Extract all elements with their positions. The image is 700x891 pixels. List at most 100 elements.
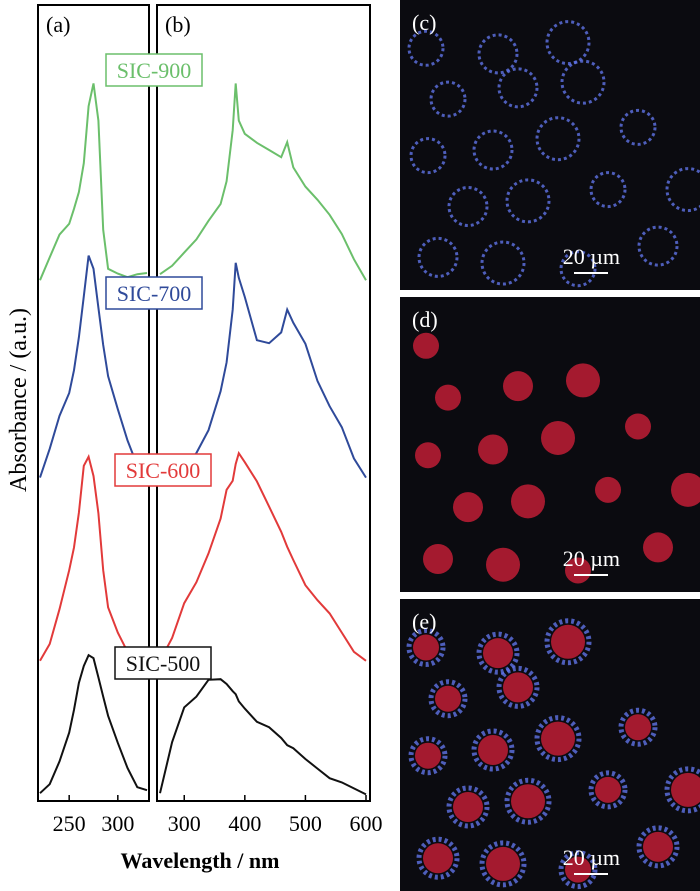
cell-red-d-2 [566,363,600,398]
cell-blue-c-7 [472,129,514,171]
cell-blue-e-16 [496,665,540,709]
micrograph-d-cells [413,332,700,584]
cell-blue-c-0 [407,29,445,67]
cell-red-d-3 [415,442,441,469]
cell-red-d-1 [503,371,533,402]
cell-red-e-12 [413,634,439,661]
cell-red-e-5 [511,784,545,819]
cell-blue-c-11 [505,178,551,224]
cell-red-e-4 [453,791,483,822]
legend-box-sic-900 [105,53,203,87]
cell-blue-e-4 [446,785,490,829]
x-tick-label-500: 500 [289,811,322,836]
cell-blue-e-6 [588,770,628,810]
cell-red-d-7 [453,492,483,523]
cell-red-e-16 [503,672,533,703]
cell-blue-c-16 [637,225,679,267]
cell-red-e-7 [423,843,453,874]
cell-red-d-8 [511,484,545,519]
scale-bar-c-line [574,272,609,274]
scale-bar-e: 20 µm [563,845,620,875]
panel-b-frame [156,4,371,802]
micrograph-e: (e) 20 µm [400,599,700,891]
cell-red-d-11 [486,547,520,582]
series-line-b-sic-900 [159,83,367,281]
cell-blue-e-8 [479,840,527,888]
series-line-a-sic-700 [39,255,148,480]
cell-blue-c-10 [447,186,489,228]
cell-blue-e-15 [428,679,468,719]
panel-e-label: (e) [412,609,437,634]
legend-box-sic-600 [114,453,212,487]
scale-bar-c-text: 20 µm [562,244,620,269]
cell-blue-c-5 [560,59,606,105]
cell-blue-e-12 [406,627,446,667]
legend-label-sic-600: SIC-600 [126,458,201,483]
scale-bar-c: 20 µm [563,244,620,274]
scale-bar-e-text: 20 µm [562,845,620,870]
scale-bar-d-line [574,574,609,576]
cell-red-e-9 [565,856,591,883]
cell-red-e-0 [415,742,441,769]
cell-blue-c-8 [535,116,581,162]
cell-blue-e-0 [408,736,448,776]
cell-blue-c-17 [665,167,700,213]
cell-red-e-10 [643,831,673,862]
micrograph-c: (c) 20 µm [400,0,700,290]
cell-red-e-2 [541,721,575,756]
cell-red-e-8 [486,846,520,881]
legend-box-sic-500 [114,646,212,680]
legend-label-sic-700: SIC-700 [117,281,192,306]
cell-red-d-5 [541,420,575,455]
cell-red-e-1 [478,735,508,765]
x-tick-label-400: 400 [228,811,261,836]
absorbance-chart: (a) (b) Absorbance / (a.u.) Wavelength /… [6,4,383,873]
cell-red-d-0 [435,384,461,411]
x-tick-label-300: 300 [168,811,201,836]
cell-red-e-3 [625,714,651,741]
cell-red-d-6 [625,413,651,440]
cell-blue-c-2 [545,20,591,66]
panel-d-label: (d) [412,307,438,332]
legend-box-sic-700 [105,276,203,310]
cell-blue-c-14 [480,240,526,286]
series-line-b-sic-500 [159,678,367,796]
cell-blue-c-15 [559,250,597,288]
cell-blue-e-2 [534,715,582,763]
legend-label-sic-900: SIC-900 [117,58,192,83]
cell-blue-e-1 [471,728,515,772]
cell-blue-e-3 [618,707,658,747]
panel-b-label: (b) [165,12,191,37]
micrograph-d: (d) 20 µm [400,297,700,592]
panel-a-label: (a) [46,12,70,37]
cell-blue-c-3 [429,80,467,118]
cell-red-e-15 [435,685,461,712]
scale-bar-d: 20 µm [563,546,620,576]
scale-bar-e-line [574,873,609,875]
cell-red-e-13 [483,638,513,669]
cell-red-d-13 [643,532,673,563]
cell-red-d-9 [595,476,621,503]
cell-blue-c-9 [619,108,657,146]
cell-red-d-4 [478,434,508,465]
panel-a-frame [37,4,150,802]
x-tick-label-300: 300 [101,811,134,836]
cell-blue-c-12 [589,171,627,209]
legend-label-sic-500: SIC-500 [126,651,201,676]
panel-c-label: (c) [412,10,437,35]
cell-blue-e-9 [558,850,598,890]
cell-blue-c-1 [477,33,519,75]
cell-red-d-15 [413,332,439,359]
series-line-a-sic-500 [39,653,148,794]
cell-blue-c-4 [497,67,539,109]
cell-blue-e-11 [664,766,700,814]
cell-red-d-14 [671,472,700,507]
x-axis-label: Wavelength / nm [121,848,280,873]
cell-blue-e-5 [504,777,552,825]
y-axis-label: Absorbance / (a.u.) [6,308,32,492]
cell-blue-c-6 [409,137,447,175]
cell-red-e-11 [671,772,700,807]
cell-red-e-14 [551,624,585,659]
scale-bar-d-text: 20 µm [562,546,620,571]
